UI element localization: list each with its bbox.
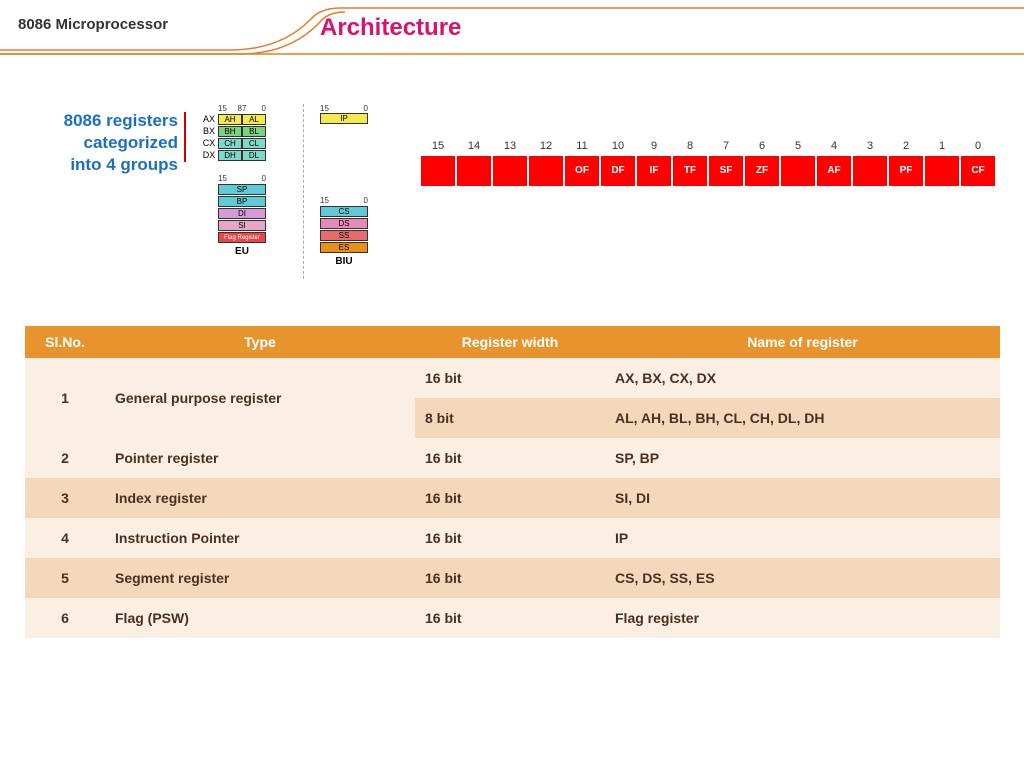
flag-cell: PF xyxy=(889,156,923,186)
side-l2: categorized xyxy=(84,133,178,152)
flag-cell xyxy=(925,156,959,186)
biu-label: BIU xyxy=(320,256,368,267)
flag-cell xyxy=(529,156,563,186)
flag-cell: TF xyxy=(673,156,707,186)
flag-cell xyxy=(493,156,527,186)
table-row: 4Instruction Pointer16 bitIP xyxy=(25,518,1000,558)
flag-cell: OF xyxy=(565,156,599,186)
table-row: 5Segment register16 bitCS, DS, SS, ES xyxy=(25,558,1000,598)
flags-register: 1514131211109876543210 OFDFIFTFSFZF AF PF C… xyxy=(420,140,996,186)
flag-cell: DF xyxy=(601,156,635,186)
gp-row: DXDHDL xyxy=(200,149,266,161)
side-heading: 8086 registers categorized into 4 groups xyxy=(18,110,178,176)
gp-row: CXCHCL xyxy=(200,137,266,149)
page-title: Architecture xyxy=(320,14,461,42)
sp-row: SP xyxy=(200,183,266,195)
flag-cell: IF xyxy=(637,156,671,186)
seg-row: DS xyxy=(320,217,368,229)
gp-bits: 15 8 7 0 xyxy=(218,104,266,113)
seg-bits: 15 0 xyxy=(320,196,368,205)
flag-cell: AF xyxy=(817,156,851,186)
ip-cell: IP xyxy=(320,113,368,124)
table-row: 2Pointer register16 bitSP, BP xyxy=(25,438,1000,478)
dashed-divider xyxy=(303,104,304,279)
header: 8086 Microprocessor Architecture xyxy=(0,0,1024,60)
ip-bits: 15 0 xyxy=(320,104,368,113)
table-row: 3Index register16 bitSI, DI xyxy=(25,478,1000,518)
side-l1: 8086 registers xyxy=(64,111,178,130)
sp-bits: 15 0 xyxy=(218,174,266,183)
flag-bit-numbers: 1514131211109876543210 xyxy=(420,140,996,152)
table-header-row: Sl.No.TypeRegister widthName of register xyxy=(25,326,1000,358)
eu-label: EU xyxy=(218,246,266,257)
sp-registers: 15 0 SPBPDISIFlag Register EU xyxy=(200,174,266,257)
sp-row: DI xyxy=(200,207,266,219)
sp-row: SI xyxy=(200,219,266,231)
seg-registers: 15 0 CSDSSSES BIU xyxy=(320,196,368,267)
gp-registers: 15 8 7 0 AXAHALBXBHBLCXCHCLDXDHDL xyxy=(200,104,266,161)
seg-row: CS xyxy=(320,205,368,217)
subtitle: 8086 Microprocessor xyxy=(18,16,168,33)
flag-cell: ZF xyxy=(745,156,779,186)
sp-row: BP xyxy=(200,195,266,207)
sp-row: Flag Register xyxy=(200,231,266,243)
ip-register: 15 0 IP xyxy=(320,104,368,124)
flag-cell xyxy=(421,156,455,186)
flag-cell xyxy=(781,156,815,186)
flag-cell xyxy=(853,156,887,186)
seg-row: SS xyxy=(320,229,368,241)
seg-row: ES xyxy=(320,241,368,253)
side-l3: into 4 groups xyxy=(70,155,178,174)
flag-cell xyxy=(457,156,491,186)
flag-cell: CF xyxy=(961,156,995,186)
side-bar xyxy=(184,112,186,162)
register-table: Sl.No.TypeRegister widthName of register… xyxy=(25,326,1000,638)
flag-cells: OFDFIFTFSFZF AF PF CF xyxy=(420,156,996,186)
table-row: 6Flag (PSW)16 bitFlag register xyxy=(25,598,1000,638)
flag-cell: SF xyxy=(709,156,743,186)
table-row: 1General purpose register16 bitAX, BX, C… xyxy=(25,358,1000,398)
gp-row: BXBHBL xyxy=(200,125,266,137)
gp-row: AXAHAL xyxy=(200,113,266,125)
